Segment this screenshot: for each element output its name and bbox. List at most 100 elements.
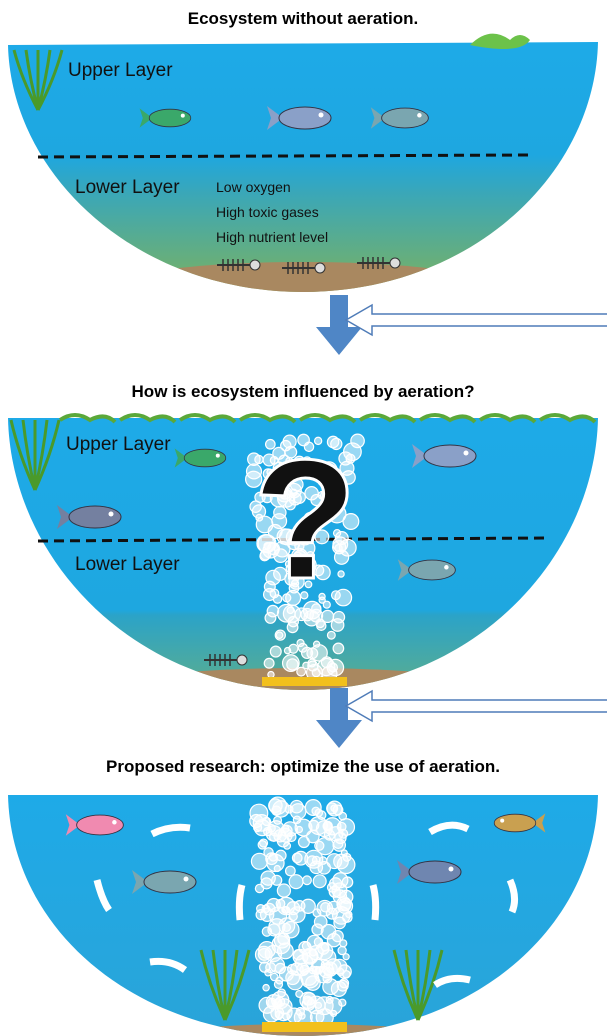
bubble bbox=[342, 877, 352, 887]
layer-label: Lower Layer bbox=[75, 177, 180, 198]
condition: High nutrient level bbox=[216, 229, 328, 245]
panel-title: Proposed research: optimize the use of a… bbox=[106, 757, 500, 776]
fish-body bbox=[409, 861, 461, 883]
bubble bbox=[313, 875, 326, 888]
bubble bbox=[331, 1010, 337, 1016]
bubble bbox=[284, 842, 291, 849]
question-mark: ? bbox=[253, 425, 357, 615]
bubble bbox=[315, 967, 322, 974]
bubble bbox=[333, 805, 343, 815]
bubble bbox=[341, 901, 351, 911]
bubble bbox=[296, 826, 302, 832]
flow-arrow bbox=[239, 885, 242, 920]
layer-label: Upper Layer bbox=[68, 60, 173, 81]
fish-eye bbox=[109, 512, 114, 517]
bubble bbox=[302, 998, 315, 1011]
diagram: Ecosystem without aeration. Upper Layer … bbox=[0, 0, 607, 1036]
bubble bbox=[274, 980, 282, 988]
bubble bbox=[270, 833, 278, 841]
bubble bbox=[287, 622, 298, 633]
skull bbox=[237, 655, 247, 665]
skull bbox=[315, 263, 325, 273]
skeleton bbox=[217, 259, 260, 271]
skeleton bbox=[204, 654, 247, 666]
layer-divider bbox=[38, 155, 528, 157]
bubble bbox=[289, 912, 298, 921]
fish-eye bbox=[181, 114, 185, 118]
bubble bbox=[337, 968, 344, 975]
fish-eye bbox=[112, 820, 117, 825]
bubble bbox=[330, 878, 342, 890]
bubble bbox=[329, 663, 338, 672]
bubble bbox=[275, 997, 284, 1006]
skeleton bbox=[282, 262, 325, 274]
bubble bbox=[272, 936, 290, 954]
bubble bbox=[317, 900, 333, 916]
bubble bbox=[270, 646, 281, 657]
side-arrow bbox=[346, 691, 607, 721]
bubble bbox=[307, 856, 317, 866]
bubble bbox=[333, 643, 344, 654]
panel-title: Ecosystem without aeration. bbox=[188, 9, 419, 28]
skull bbox=[390, 258, 400, 268]
condition: High toxic gases bbox=[216, 204, 319, 220]
bubble bbox=[263, 903, 275, 915]
fish-body bbox=[69, 506, 121, 528]
bubble bbox=[316, 821, 332, 837]
bubble bbox=[337, 856, 354, 873]
bubble bbox=[286, 866, 296, 876]
bubble bbox=[338, 946, 346, 954]
bubble bbox=[272, 875, 282, 885]
flow-arrow bbox=[373, 885, 376, 920]
fish-eye bbox=[319, 113, 324, 118]
layer-label: Upper Layer bbox=[66, 434, 171, 455]
fish-eye bbox=[500, 819, 504, 823]
bubble bbox=[303, 876, 312, 885]
bubble bbox=[286, 971, 300, 985]
bubble bbox=[258, 949, 270, 961]
fish-body bbox=[184, 449, 226, 467]
bubble bbox=[264, 658, 274, 668]
bubble bbox=[271, 1007, 284, 1020]
fish-eye bbox=[184, 877, 189, 882]
bubble bbox=[309, 946, 323, 960]
bubble bbox=[289, 875, 303, 889]
aerator bbox=[262, 1022, 347, 1032]
bubble bbox=[258, 841, 266, 849]
fish-body bbox=[149, 109, 191, 127]
aerator bbox=[262, 677, 347, 686]
fish-body bbox=[382, 108, 429, 128]
fish-body bbox=[279, 107, 331, 129]
bubble bbox=[268, 672, 274, 678]
bubble bbox=[341, 850, 347, 856]
bubble bbox=[340, 979, 349, 988]
bubble bbox=[292, 853, 302, 863]
bubble bbox=[325, 967, 333, 975]
panel-title: How is ecosystem influenced by aeration? bbox=[132, 382, 475, 401]
bubble bbox=[315, 809, 322, 816]
fish-body bbox=[424, 445, 476, 467]
bubble bbox=[263, 984, 269, 990]
bubble bbox=[299, 1013, 305, 1019]
fish-eye bbox=[449, 867, 454, 872]
bubble bbox=[314, 641, 320, 647]
bubble bbox=[311, 645, 327, 661]
bubble bbox=[327, 631, 335, 639]
fish-body bbox=[409, 560, 456, 580]
bubble bbox=[253, 815, 270, 832]
fish-body bbox=[494, 814, 536, 832]
bubble bbox=[267, 854, 284, 871]
bubble bbox=[290, 804, 305, 819]
bubble bbox=[293, 950, 303, 960]
condition: Low oxygen bbox=[216, 179, 291, 195]
bubble bbox=[265, 969, 271, 975]
bubble bbox=[315, 841, 324, 850]
down-arrow bbox=[316, 688, 362, 748]
bubble bbox=[255, 884, 263, 892]
skull bbox=[250, 260, 260, 270]
layer-label: Lower Layer bbox=[75, 554, 180, 575]
side-arrow bbox=[346, 305, 607, 335]
bubble bbox=[283, 907, 290, 914]
fish-body bbox=[77, 815, 124, 835]
fish-eye bbox=[417, 113, 422, 118]
